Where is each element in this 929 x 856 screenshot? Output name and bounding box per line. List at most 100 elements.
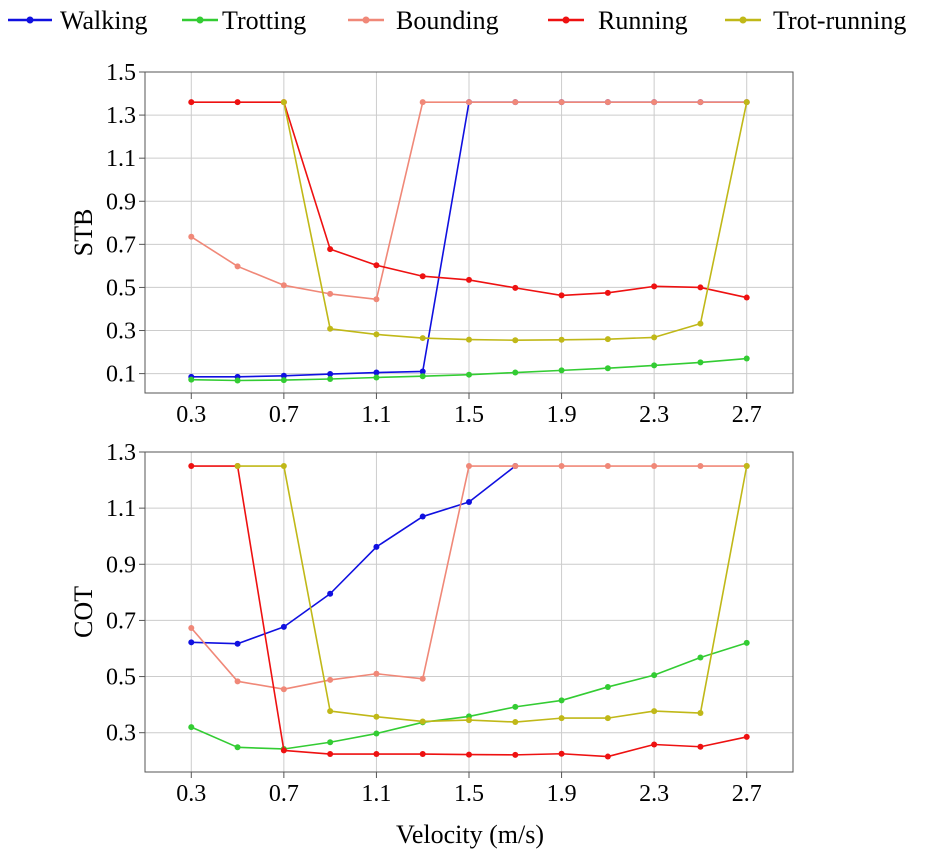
y-tick-label: 0.3 bbox=[106, 721, 136, 747]
data-point bbox=[327, 751, 334, 758]
legend-marker bbox=[362, 16, 370, 24]
data-point bbox=[188, 724, 195, 731]
y-tick-label: 0.9 bbox=[106, 189, 136, 215]
legend: Walking Trotting Bounding Running Trot-runni… bbox=[8, 6, 906, 35]
data-point bbox=[234, 678, 241, 685]
data-point bbox=[466, 498, 472, 505]
x-tick-label: 2.3 bbox=[639, 402, 669, 428]
data-point bbox=[373, 369, 380, 376]
y-ticks: 0.1 0.3 0.5 0.7 0.9 1.1 1.3 1.5 bbox=[106, 60, 145, 388]
grid bbox=[145, 451, 793, 772]
data-point bbox=[512, 703, 519, 710]
grid bbox=[145, 71, 793, 393]
series-trot-running bbox=[280, 99, 750, 344]
data-point bbox=[419, 751, 426, 758]
x-tick-label: 0.7 bbox=[269, 402, 299, 428]
x-axis-title: Velocity (m/s) bbox=[396, 820, 544, 849]
data-point bbox=[466, 463, 472, 470]
legend-marker bbox=[739, 16, 747, 24]
data-point bbox=[651, 741, 658, 748]
data-point bbox=[743, 463, 750, 470]
x-tick-label: 1.9 bbox=[547, 402, 577, 428]
series-trotting bbox=[188, 355, 750, 384]
data-point bbox=[651, 463, 658, 470]
data-point bbox=[280, 377, 287, 384]
data-point bbox=[558, 336, 565, 343]
legend-item-running: Running bbox=[548, 6, 688, 35]
data-point bbox=[419, 99, 426, 106]
data-point bbox=[466, 371, 472, 378]
data-point bbox=[419, 273, 426, 280]
data-point bbox=[466, 99, 472, 106]
data-point bbox=[327, 590, 334, 597]
data-point bbox=[466, 751, 472, 758]
legend-label: Running bbox=[598, 6, 688, 35]
legend-item-bounding: Bounding bbox=[348, 6, 499, 35]
data-point bbox=[327, 708, 334, 715]
data-point bbox=[373, 374, 380, 381]
data-point bbox=[651, 283, 658, 290]
data-point bbox=[327, 290, 334, 297]
legend-item-walking: Walking bbox=[8, 6, 147, 35]
data-point bbox=[512, 719, 519, 726]
data-point bbox=[373, 331, 380, 338]
data-point bbox=[234, 744, 241, 751]
legend-label: Walking bbox=[60, 6, 147, 35]
data-point bbox=[419, 335, 426, 342]
data-point bbox=[373, 296, 380, 303]
data-point bbox=[743, 733, 750, 740]
data-point bbox=[188, 639, 195, 646]
data-point bbox=[327, 371, 334, 378]
x-ticks: 0.3 0.7 1.1 1.5 1.9 2.3 2.7 bbox=[176, 393, 762, 428]
x-tick-label: 1.1 bbox=[361, 402, 391, 428]
data-point bbox=[604, 99, 611, 106]
data-point bbox=[466, 336, 472, 343]
y-tick-label: 0.3 bbox=[106, 319, 136, 345]
y-tick-label: 1.1 bbox=[106, 496, 136, 522]
data-point bbox=[280, 372, 287, 379]
data-point bbox=[558, 292, 565, 299]
y-tick-label: 0.5 bbox=[106, 665, 136, 691]
data-point bbox=[234, 263, 241, 270]
data-point bbox=[651, 362, 658, 369]
y-ticks: 0.3 0.5 0.7 0.9 1.1 1.3 bbox=[106, 440, 145, 747]
data-point bbox=[327, 676, 334, 683]
data-point bbox=[697, 743, 704, 750]
data-point bbox=[234, 463, 241, 470]
x-tick-label: 1.1 bbox=[361, 781, 391, 807]
data-point bbox=[512, 337, 519, 344]
series-line bbox=[237, 465, 748, 723]
data-point bbox=[373, 543, 380, 550]
data-point bbox=[188, 376, 195, 383]
y-axis-title: STB bbox=[69, 209, 98, 257]
data-point bbox=[558, 463, 565, 470]
data-point bbox=[651, 672, 658, 679]
cot-chart: 0.3 0.7 1.1 1.5 1.9 2.3 2.7 0.3 0.5 0.7 0.9 1.1 1.3 C… bbox=[69, 440, 794, 807]
data-point bbox=[697, 320, 704, 327]
legend-marker bbox=[26, 16, 34, 24]
data-point bbox=[373, 262, 380, 269]
data-point bbox=[697, 463, 704, 470]
data-point bbox=[327, 739, 334, 746]
y-axis-title: COT bbox=[69, 586, 98, 638]
data-point bbox=[188, 233, 195, 240]
series-line bbox=[191, 465, 516, 645]
y-tick-label: 0.7 bbox=[106, 232, 136, 258]
data-point bbox=[419, 675, 426, 682]
x-tick-label: 2.7 bbox=[732, 781, 762, 807]
data-point bbox=[697, 359, 704, 366]
y-tick-label: 0.9 bbox=[106, 552, 136, 578]
data-point bbox=[188, 99, 195, 106]
data-point bbox=[512, 99, 519, 106]
y-tick-label: 1.3 bbox=[106, 103, 136, 129]
data-point bbox=[651, 708, 658, 715]
data-point bbox=[604, 365, 611, 372]
y-tick-label: 1.1 bbox=[106, 146, 136, 172]
legend-item-trot-running: Trot-running bbox=[725, 6, 906, 35]
data-point bbox=[512, 751, 519, 758]
data-point bbox=[280, 747, 287, 754]
data-point bbox=[558, 715, 565, 722]
data-point bbox=[234, 377, 241, 384]
data-point bbox=[512, 369, 519, 376]
